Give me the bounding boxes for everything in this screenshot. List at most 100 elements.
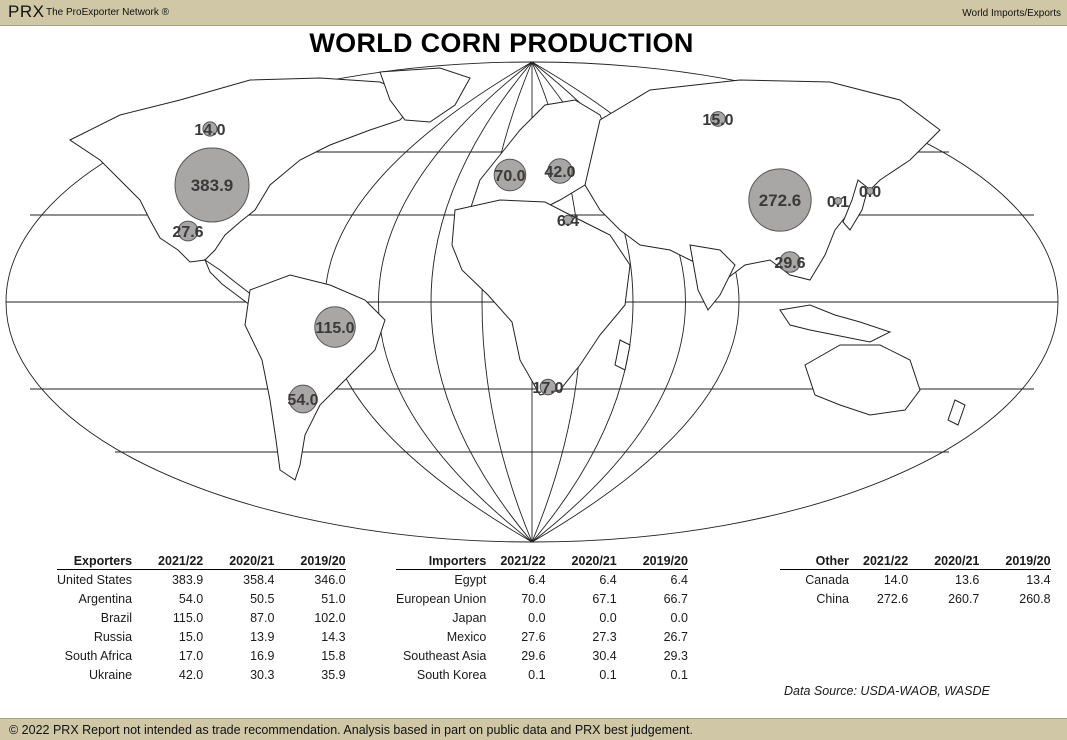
- new-zealand-landmass: [947, 399, 966, 426]
- production-bubble: [866, 187, 874, 195]
- table-header-cell: Other: [780, 554, 849, 570]
- table-cell: 260.7: [948, 591, 980, 606]
- exporters-table: Exporters 2021/22 2020/21 2019/20 United…: [57, 554, 346, 684]
- table-cell: European Union: [396, 591, 487, 606]
- production-bubble: [562, 214, 574, 226]
- bubble-value-label: 115.0: [315, 320, 354, 337]
- southeast-asia-islands: [779, 304, 892, 343]
- table-cell: Brazil: [100, 610, 133, 625]
- bubble-value-label: 42.0: [544, 164, 575, 181]
- india-landmass: [689, 244, 736, 311]
- table-header-row: Exporters 2021/22 2020/21 2019/20: [57, 554, 346, 570]
- production-bubble: [314, 306, 356, 348]
- production-bubble: [710, 111, 726, 127]
- table-cell: 14.0: [883, 572, 909, 587]
- table-cell: 67.1: [592, 591, 617, 606]
- bubble-value-label: 383.9: [191, 176, 234, 195]
- bubble-value-label: 272.6: [759, 191, 802, 210]
- bubble-value-label: 0.1: [827, 194, 849, 211]
- production-bubble: [177, 220, 199, 242]
- table-header-cell: 2019/20: [642, 554, 688, 570]
- table-cell: 13.6: [955, 572, 980, 587]
- table-cell: 70.0: [521, 591, 546, 606]
- production-bubble: [202, 121, 218, 137]
- table-cell: 0.0: [670, 610, 688, 625]
- table-row: Canada 14.0 13.6 13.4: [780, 570, 1051, 590]
- australia-landmass: [804, 344, 921, 416]
- table-cell: United States: [57, 572, 133, 587]
- bubble-value-label: 0.0: [859, 184, 881, 201]
- table-row: South Korea 0.1 0.1 0.1: [396, 665, 688, 684]
- graticule-line: [378, 61, 533, 543]
- table-cell: 30.4: [592, 648, 617, 663]
- table-cell: Russia: [93, 629, 133, 644]
- table-cell: 0.0: [528, 610, 546, 625]
- production-bubble: [288, 384, 318, 414]
- bubble-value-label: 27.6: [172, 224, 203, 241]
- table-cell: 14.3: [321, 629, 346, 644]
- production-bubble: [748, 168, 812, 232]
- table-cell: 51.0: [321, 591, 346, 606]
- table-header-cell: 2019/20: [300, 554, 346, 570]
- table-cell: 13.4: [1026, 572, 1051, 587]
- bubble-value-label: 6.4: [557, 213, 579, 230]
- table-header-cell: 2020/21: [934, 554, 980, 570]
- table-row: Southeast Asia 29.6 30.4 29.3: [396, 646, 688, 665]
- table-header-cell: 2021/22: [863, 554, 909, 570]
- importers-table: Importers 2021/22 2020/21 2019/20 Egypt 6…: [396, 554, 688, 684]
- production-bubble: [539, 378, 557, 396]
- table-row: Argentina 54.0 50.5 51.0: [57, 589, 346, 608]
- table-cell: 0.1: [670, 667, 688, 682]
- bubble-layer: 383.9 14.0 27.6 115.0 54.0 70.0 42.0 6.4 17.0 15.…: [172, 111, 881, 414]
- greenland-landmass: [379, 67, 471, 123]
- table-row: Ukraine 42.0 30.3 35.9: [57, 665, 346, 684]
- table-cell: 0.1: [599, 667, 617, 682]
- table-cell: South Africa: [64, 648, 133, 663]
- table-cell: 15.8: [321, 648, 346, 663]
- table-row: European Union 70.0 67.1 66.7: [396, 589, 688, 608]
- table-header-cell: 2020/21: [571, 554, 617, 570]
- table-cell: 383.9: [171, 572, 204, 587]
- table-cell: 0.0: [599, 610, 617, 625]
- bubble-value-label: 29.6: [774, 255, 805, 272]
- table-cell: Canada: [805, 572, 849, 587]
- table-header-row: Other 2021/22 2020/21 2019/20: [780, 554, 1051, 570]
- production-bubble: [779, 251, 801, 273]
- table-cell: 50.5: [250, 591, 275, 606]
- table-cell: Ukraine: [88, 667, 133, 682]
- table-cell: China: [816, 591, 849, 606]
- table-cell: 17.0: [178, 648, 204, 663]
- table-row: Brazil 115.0 87.0 102.0: [57, 608, 346, 627]
- table-row: Russia 15.0 13.9 14.3: [57, 627, 346, 646]
- table-header-cell: 2021/22: [158, 554, 204, 570]
- production-bubble: [493, 158, 527, 192]
- section-label: World Imports/Exports: [962, 8, 1061, 19]
- table-cell: 35.9: [321, 667, 346, 682]
- table-cell: Argentina: [78, 591, 133, 606]
- table-cell: Japan: [452, 610, 487, 625]
- table-header-cell: 2019/20: [1005, 554, 1051, 570]
- production-bubble: [174, 147, 250, 223]
- table-header-cell: 2021/22: [500, 554, 546, 570]
- bubble-value-label: 17.0: [532, 380, 563, 397]
- table-cell: 358.4: [243, 572, 275, 587]
- table-cell: 102.0: [314, 610, 346, 625]
- bubble-value-label: 54.0: [287, 392, 318, 409]
- table-cell: 29.3: [663, 648, 688, 663]
- graticule-line: [481, 61, 533, 543]
- production-bubble: [547, 158, 573, 184]
- table-cell: 27.6: [521, 629, 546, 644]
- header-bar: PRX The ProExporter Network ® World Impo…: [0, 0, 1067, 26]
- table-cell: 0.1: [528, 667, 546, 682]
- table-cell: 54.0: [178, 591, 204, 606]
- madagascar-landmass: [614, 339, 631, 371]
- table-cell: 6.4: [670, 572, 688, 587]
- table-row: Mexico 27.6 27.3 26.7: [396, 627, 688, 646]
- table-cell: 87.0: [250, 610, 275, 625]
- table-cell: 16.9: [250, 648, 275, 663]
- page-title: WORLD CORN PRODUCTION: [309, 28, 694, 58]
- table-cell: 13.9: [250, 629, 275, 644]
- table-row: Egypt 6.4 6.4 6.4: [396, 570, 688, 590]
- world-map: 383.9 14.0 27.6 115.0 54.0 70.0 42.0 6.4 17.0 15.…: [5, 61, 1059, 543]
- table-cell: 15.0: [178, 629, 204, 644]
